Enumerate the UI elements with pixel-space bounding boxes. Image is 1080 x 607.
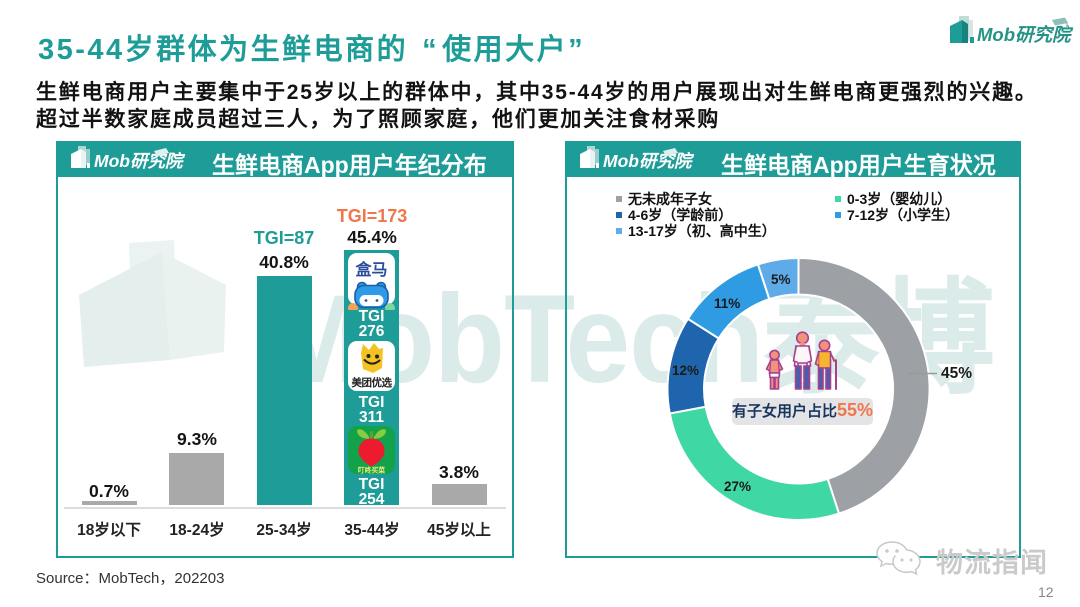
svg-text:叮咚买菜: 叮咚买菜 — [358, 466, 385, 475]
svg-text:Mob研究院: Mob研究院 — [603, 151, 695, 171]
svg-text:Mob研究院: Mob研究院 — [977, 24, 1074, 45]
svg-text:Mob研究院: Mob研究院 — [94, 151, 186, 171]
